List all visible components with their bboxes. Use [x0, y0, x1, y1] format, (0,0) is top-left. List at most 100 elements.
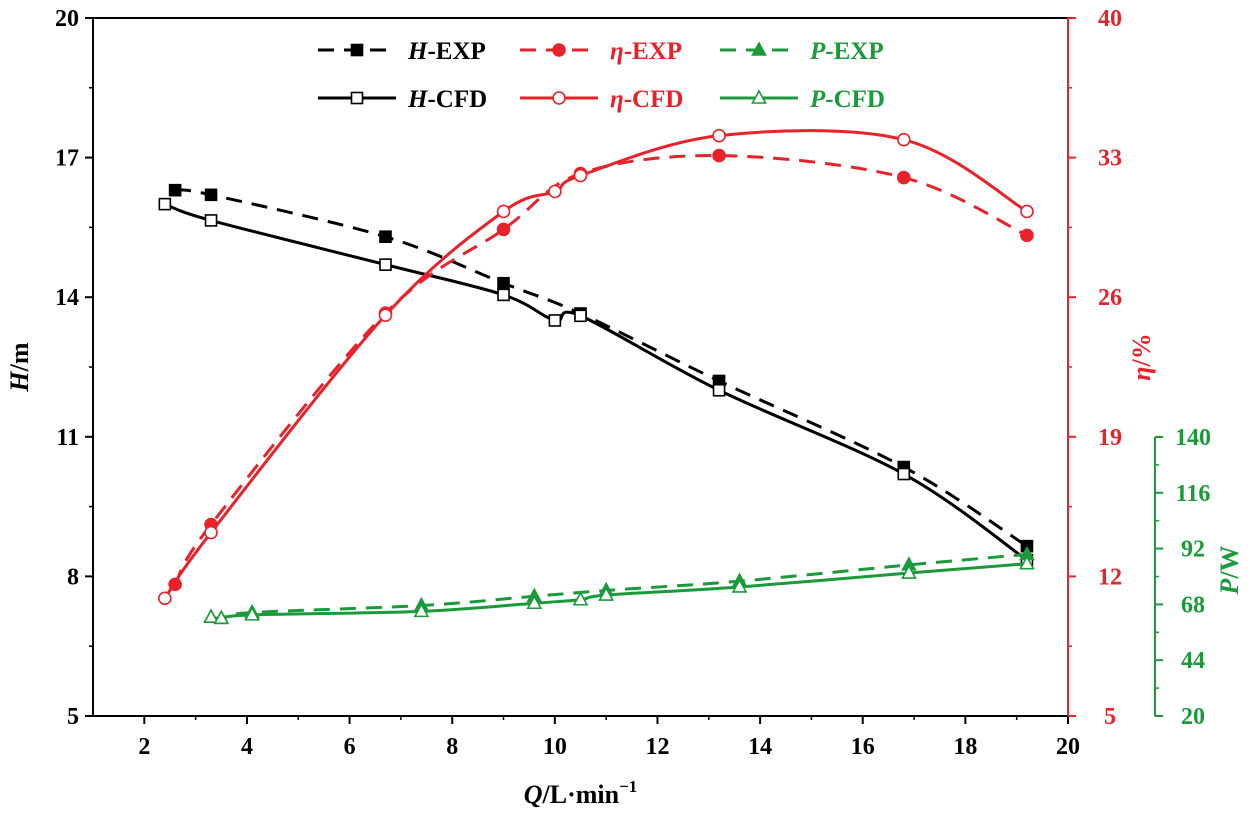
p-ticks: 20 44 68 92 116 140 [1155, 425, 1211, 730]
data-point [497, 276, 510, 290]
data-point [1020, 228, 1034, 243]
x-tick-label: 8 [446, 734, 458, 760]
data-point [244, 606, 260, 621]
p-tick-label: 92 [1181, 537, 1205, 563]
data-point [1019, 555, 1035, 570]
legend-item-H-CFD: H-CFD [318, 86, 487, 113]
eta-tick-label: 33 [1098, 146, 1122, 172]
x-axis-title: Q/L·min−1 [524, 777, 638, 809]
series-P-CFD [203, 555, 1035, 625]
legend-marker [751, 41, 767, 56]
h-tick-label: 20 [55, 6, 79, 32]
data-point [379, 230, 392, 244]
p-tick-label: 44 [1181, 648, 1205, 674]
series-layer [158, 128, 1035, 625]
legend-marker [350, 43, 364, 57]
data-point [168, 183, 182, 197]
legend-item-η-CFD: η-CFD [520, 86, 683, 113]
legend-label: η-EXP [610, 38, 682, 65]
data-point [204, 214, 218, 227]
data-point [204, 188, 218, 202]
eta-tick-label: 12 [1098, 564, 1122, 590]
data-point [574, 309, 587, 323]
p-tick-label: 20 [1181, 704, 1205, 730]
x-tick-label: 14 [748, 734, 772, 760]
x-tick-label: 16 [851, 734, 875, 760]
data-point [712, 148, 726, 163]
eta-tick-label: 26 [1098, 285, 1122, 311]
h-ticks: 5 8 11 14 17 20 [55, 6, 93, 730]
x-tick-label: 12 [645, 734, 669, 760]
legend: H-EXP η-EXP P-EXP H-CFD η-CFD P-CFD [318, 38, 885, 113]
data-point [896, 132, 911, 147]
data-point [158, 197, 172, 211]
series-line [210, 562, 1028, 620]
x-ticks: 2 4 6 8 10 12 14 16 18 20 [138, 716, 1080, 760]
eta-tick-label: 40 [1098, 6, 1122, 32]
legend-marker [552, 91, 566, 105]
data-point [573, 168, 588, 183]
legend-label: P-EXP [809, 38, 884, 65]
x-tick-label: 4 [241, 734, 253, 760]
x-tick-label: 18 [953, 734, 977, 760]
legend-marker [552, 43, 566, 57]
h-tick-label: 14 [55, 285, 79, 311]
h-tick-label: 11 [56, 425, 79, 451]
eta-ticks: 5 12 19 26 33 40 [1068, 6, 1122, 730]
data-point [712, 128, 726, 143]
data-point [526, 594, 543, 610]
p-tick-label: 116 [1176, 481, 1211, 507]
p-tick-label: 140 [1175, 425, 1211, 451]
h-tick-label: 17 [55, 146, 79, 172]
data-point [897, 467, 911, 481]
legend-marker [350, 91, 364, 105]
x-tick-label: 6 [344, 734, 356, 760]
data-point [378, 308, 393, 322]
legend-label: H-EXP [407, 38, 486, 65]
legend-item-P-CFD: P-CFD [720, 86, 885, 113]
p-tick-label: 68 [1181, 592, 1205, 618]
series-line [210, 552, 1028, 621]
data-point [598, 586, 615, 601]
data-point [901, 564, 917, 579]
p-axis-title: P/W [1215, 545, 1244, 595]
series-η-EXP [168, 148, 1034, 592]
series-line [164, 202, 1028, 562]
x-tick-label: 20 [1056, 734, 1080, 760]
legend-marker [751, 89, 767, 104]
data-point [896, 170, 911, 185]
data-point [379, 258, 392, 271]
x-tick-label: 2 [138, 734, 150, 760]
series-η-CFD [158, 128, 1034, 606]
data-point [204, 525, 218, 540]
data-point [572, 591, 589, 606]
data-point [548, 184, 562, 199]
data-point [158, 591, 172, 606]
eta-tick-label: 5 [1104, 704, 1116, 730]
x-tick-label: 10 [543, 734, 567, 760]
h-tick-label: 5 [67, 704, 79, 730]
data-point [712, 383, 726, 397]
data-point [548, 314, 562, 327]
data-point [496, 204, 511, 219]
eta-axis-title: η/% [1127, 333, 1156, 381]
legend-label: η-CFD [610, 86, 683, 113]
legend-item-P-EXP: P-EXP [720, 38, 884, 65]
h-tick-label: 8 [67, 564, 79, 590]
data-point [1020, 204, 1034, 219]
series-line [173, 154, 1028, 586]
data-point [496, 222, 511, 237]
data-point [213, 609, 230, 625]
data-point [413, 602, 430, 618]
legend-item-η-EXP: η-EXP [520, 38, 682, 65]
eta-tick-label: 19 [1098, 425, 1122, 451]
legend-label: P-CFD [809, 86, 885, 113]
h-axis-title: H/m [5, 342, 34, 392]
series-line [163, 129, 1028, 600]
data-point [731, 578, 748, 593]
data-point [203, 608, 219, 623]
series-H-CFD [158, 197, 1034, 567]
series-H-EXP [168, 183, 1034, 553]
legend-label: H-CFD [407, 86, 487, 113]
